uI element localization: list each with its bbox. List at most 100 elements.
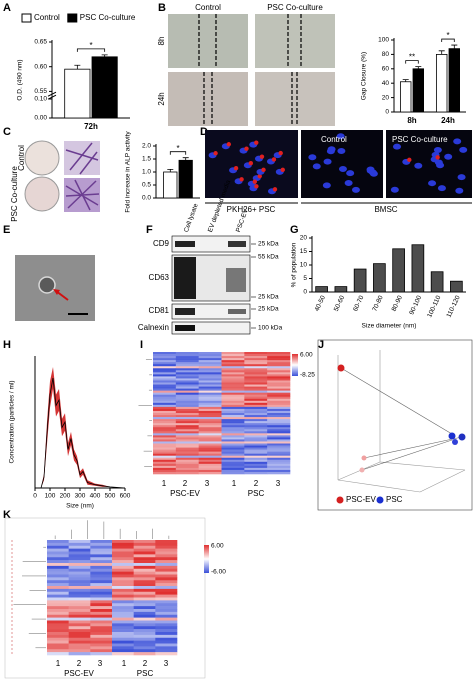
heatmap-cell (198, 366, 222, 369)
heatmap-cell (155, 634, 178, 639)
heatmap-cell (47, 542, 69, 547)
heatmap-cell (175, 360, 199, 363)
heatmap-cell (68, 571, 91, 575)
dye-spot (261, 167, 266, 173)
heatmap-cell (267, 421, 291, 424)
heatmap-cell (244, 410, 268, 414)
dye-spot (233, 166, 239, 171)
heatmap-cell (153, 427, 177, 430)
dye-spot (407, 157, 412, 163)
heatmap-cell (198, 352, 222, 355)
heatmap-cell (175, 352, 199, 355)
legend-swatch (21, 13, 32, 23)
heatmap-cell (198, 441, 222, 444)
heatmap-cell (198, 396, 222, 400)
heatmap-cell (267, 396, 291, 400)
heatmap-cell (244, 362, 268, 365)
heatmap-cell (244, 433, 268, 436)
heatmap-cell (244, 419, 268, 422)
heatmap-cell (112, 646, 134, 650)
heatmap-cell (221, 451, 245, 454)
heatmap-cell (175, 362, 199, 365)
heatmap-cell (90, 583, 113, 587)
x-tick-label: 60-70 (352, 294, 366, 312)
heatmap-cell (221, 404, 245, 408)
heatmap-cell (153, 421, 177, 424)
heatmap-cell (198, 463, 222, 467)
heatmap-cell (244, 437, 268, 440)
heatmap-cell (68, 574, 91, 578)
column-label: 1 (122, 659, 127, 668)
dye-spot (213, 151, 218, 156)
heatmap-cell (267, 390, 291, 393)
column-label: 1 (232, 479, 237, 488)
heatmap-cell (112, 571, 134, 575)
heatmap-cell (267, 366, 291, 369)
x-tick-label: 500 (105, 493, 116, 500)
nucleus (312, 163, 321, 170)
nucleus (337, 148, 346, 155)
x-tick-label: 80-90 (391, 294, 405, 312)
panel-letter: B (158, 2, 166, 14)
heatmap-cell (47, 588, 69, 593)
x-tick-label: 400 (90, 493, 101, 500)
heatmap-cell (221, 396, 245, 400)
heatmap-cell (198, 364, 222, 367)
heatmap-cell (198, 354, 222, 357)
heatmap-cell (244, 396, 268, 400)
heatmap-cell (133, 551, 156, 555)
heatmap-cell (267, 437, 291, 440)
error-bar (74, 64, 81, 70)
y-tick-label: 0.0 (142, 195, 151, 202)
heatmap-cell (198, 406, 222, 410)
heatmap-cell (153, 429, 177, 432)
heatmap-cell (244, 455, 268, 459)
row-label: Control (17, 145, 26, 171)
heatmap-cell (133, 548, 156, 552)
heatmap-cell (90, 600, 113, 604)
heatmap-cell (47, 609, 69, 613)
heatmap-cell (267, 384, 291, 387)
significance-label: * (176, 144, 179, 153)
panel-letter: F (146, 224, 153, 236)
heatmap-cell (267, 461, 291, 465)
heatmap-cell (175, 439, 199, 442)
heatmap-cell (198, 457, 222, 461)
heatmap-cell (68, 554, 91, 558)
y-axis-label: Fold increase in ALP activity (125, 131, 132, 213)
dye-spot (257, 173, 262, 179)
heatmap-cell (90, 563, 113, 567)
column-label: PSC Co-culture (267, 3, 323, 12)
error-band (35, 367, 125, 488)
heatmap-cell (198, 471, 222, 475)
dye-spot (244, 146, 249, 151)
heatmap-cell (244, 386, 268, 389)
heatmap-cell (221, 382, 245, 385)
heatmap-cell (267, 360, 291, 363)
heatmap-cell (244, 366, 268, 369)
heatmap-cell (153, 465, 177, 469)
heatmap-cell (112, 597, 134, 601)
panel-letter: D (200, 126, 208, 138)
heatmap-cell (47, 574, 69, 578)
legend-swatch (376, 496, 384, 504)
panel-letter: E (3, 224, 10, 236)
heatmap-cell (155, 591, 178, 595)
x-tick-label: 72h (84, 122, 98, 131)
column-label: 3 (205, 479, 210, 488)
heatmap-cell (133, 574, 156, 578)
heatmap-cell (155, 548, 178, 552)
heatmap-cell (112, 652, 134, 656)
heatmap-cell (155, 603, 178, 607)
heatmap-cell (175, 404, 199, 408)
heatmap-cell (221, 445, 245, 448)
column-label: 1 (162, 479, 167, 488)
heatmap-cell (47, 652, 69, 656)
heatmap-cell (133, 640, 156, 644)
heatmap-cell (175, 356, 199, 359)
heatmap-cell (153, 445, 177, 448)
fluorescence-images (205, 130, 472, 198)
column-label: 2 (183, 479, 188, 488)
heatmap-cell (47, 591, 69, 595)
heatmap-cell (133, 583, 156, 587)
